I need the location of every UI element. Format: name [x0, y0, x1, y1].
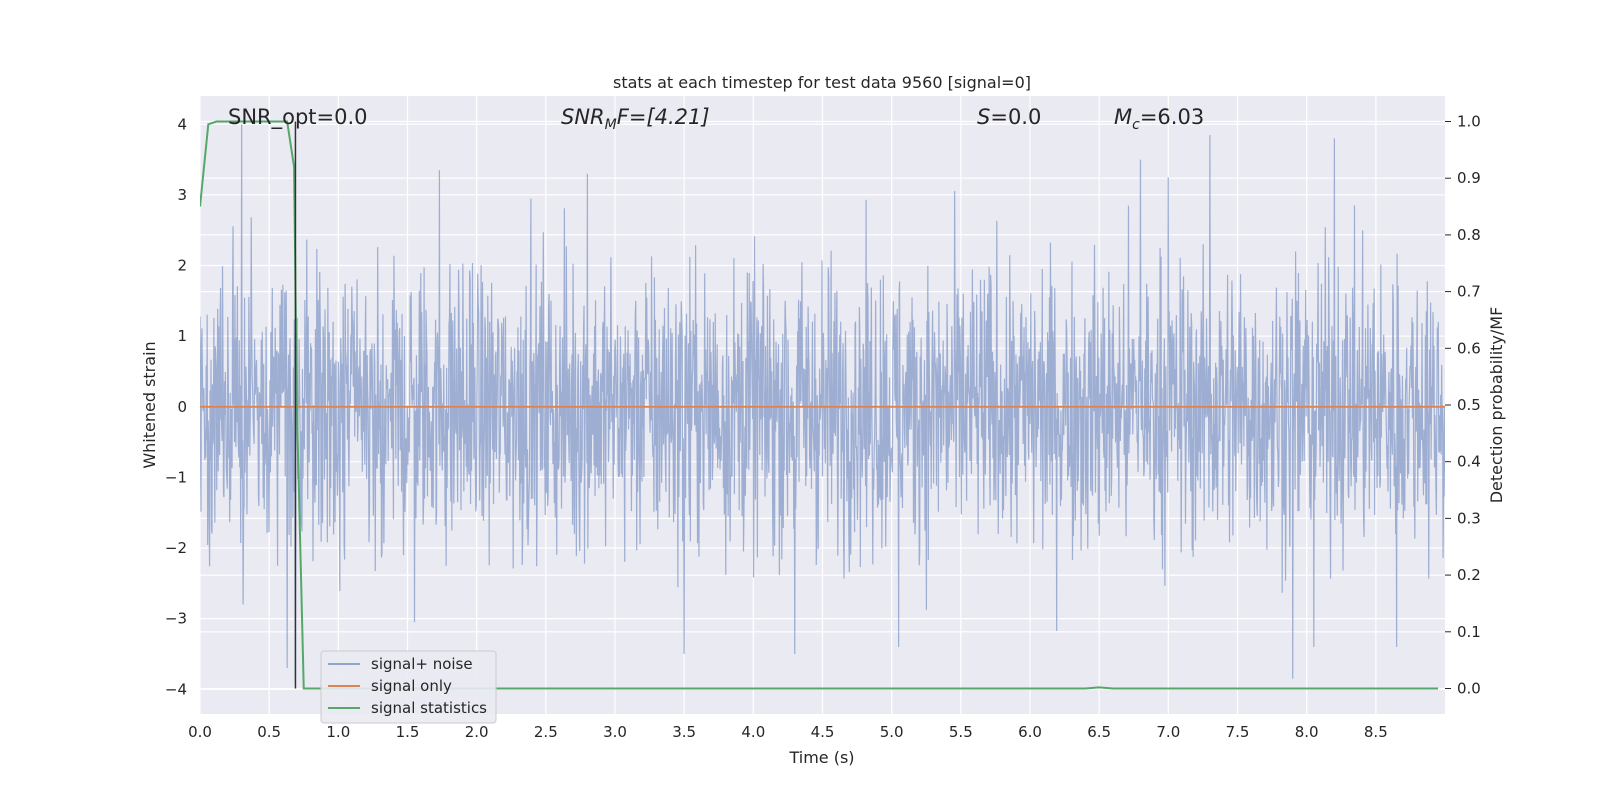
x-tick-label: 6.0	[1018, 723, 1042, 741]
y-right-tick-label: 0.0	[1457, 679, 1481, 697]
y-right-tick-label: 0.3	[1457, 509, 1481, 527]
y-right-tick-label: 0.8	[1457, 226, 1481, 244]
y-right-tick-label: 0.1	[1457, 623, 1481, 641]
y-right-tick-label: 0.4	[1457, 453, 1481, 471]
x-tick-label: 4.5	[811, 723, 835, 741]
y-left-tick-label: −1	[165, 468, 187, 486]
annotation-mc: Mc=6.03	[1114, 105, 1204, 133]
y-left-tick-label: 2	[177, 257, 187, 275]
chart-title: stats at each timestep for test data 956…	[613, 73, 1031, 92]
annotation-snr-mf: SNRMF=[4.21]	[561, 105, 710, 133]
legend-label-signal-statistics: signal statistics	[371, 699, 487, 717]
x-tick-label: 3.5	[672, 723, 696, 741]
y-right-tick-label: 0.9	[1457, 169, 1481, 187]
y-left-tick-label: 1	[177, 327, 187, 345]
y-right-tick-label: 1.0	[1457, 113, 1481, 131]
y-left-tick-label: 0	[177, 398, 187, 416]
legend-label-signal-only: signal only	[371, 677, 452, 695]
x-tick-label: 7.5	[1226, 723, 1250, 741]
line-series	[200, 120, 1445, 690]
x-tick-label: 4.0	[741, 723, 765, 741]
x-tick-label: 5.5	[949, 723, 973, 741]
y-right-tick-label: 0.2	[1457, 566, 1481, 584]
x-tick-label: 1.5	[396, 723, 420, 741]
y-axis-right: 0.0 0.1 0.2 0.3 0.4 0.5 0.6 0.7 0.8 0.9 1.0	[1445, 113, 1481, 697]
y-left-tick-label: −4	[165, 680, 187, 698]
x-tick-label: 7.0	[1156, 723, 1180, 741]
legend-label-signal-plus-noise: signal+ noise	[371, 655, 473, 673]
x-axis: 0.0 0.5 1.0 1.5 2.0 2.5 3.0 3.5 4.0 4.5 5.0 5.5 6.0 6…	[188, 723, 1388, 741]
y-left-tick-label: −2	[165, 539, 187, 557]
y-right-tick-label: 0.6	[1457, 339, 1481, 357]
y-right-tick-label: 0.5	[1457, 396, 1481, 414]
x-tick-label: 2.5	[534, 723, 558, 741]
y-left-tick-label: −3	[165, 610, 187, 628]
x-tick-label: 5.0	[880, 723, 904, 741]
y-axis-left-label: Whitened strain	[140, 341, 159, 468]
series-line-signal-plus-noise	[200, 124, 1445, 683]
x-tick-label: 1.0	[326, 723, 350, 741]
y-right-tick-label: 0.7	[1457, 283, 1481, 301]
x-tick-label: 2.0	[465, 723, 489, 741]
annotation-snr-opt: SNR_opt=0.0	[228, 105, 368, 130]
x-tick-label: 8.5	[1364, 723, 1388, 741]
legend-box	[320, 650, 497, 724]
x-tick-label: 3.0	[603, 723, 627, 741]
x-tick-label: 0.5	[257, 723, 281, 741]
y-axis-left: −4 −3 −2 −1 0 1 2 3 4	[165, 115, 187, 698]
x-tick-label: 0.0	[188, 723, 212, 741]
y-left-tick-label: 4	[177, 115, 187, 133]
x-tick-label: 6.5	[1087, 723, 1111, 741]
x-axis-label: Time (s)	[788, 748, 854, 767]
legend: signal+ noise signal only signal statist…	[320, 650, 497, 724]
y-axis-right-label: Detection probability/MF	[1487, 307, 1506, 504]
series-signal-plus-noise	[200, 124, 1445, 683]
series-line-signal-statistics	[200, 120, 1439, 690]
y-left-tick-label: 3	[177, 186, 187, 204]
x-tick-label: 8.0	[1295, 723, 1319, 741]
annotation-s: S=0.0	[977, 105, 1041, 129]
